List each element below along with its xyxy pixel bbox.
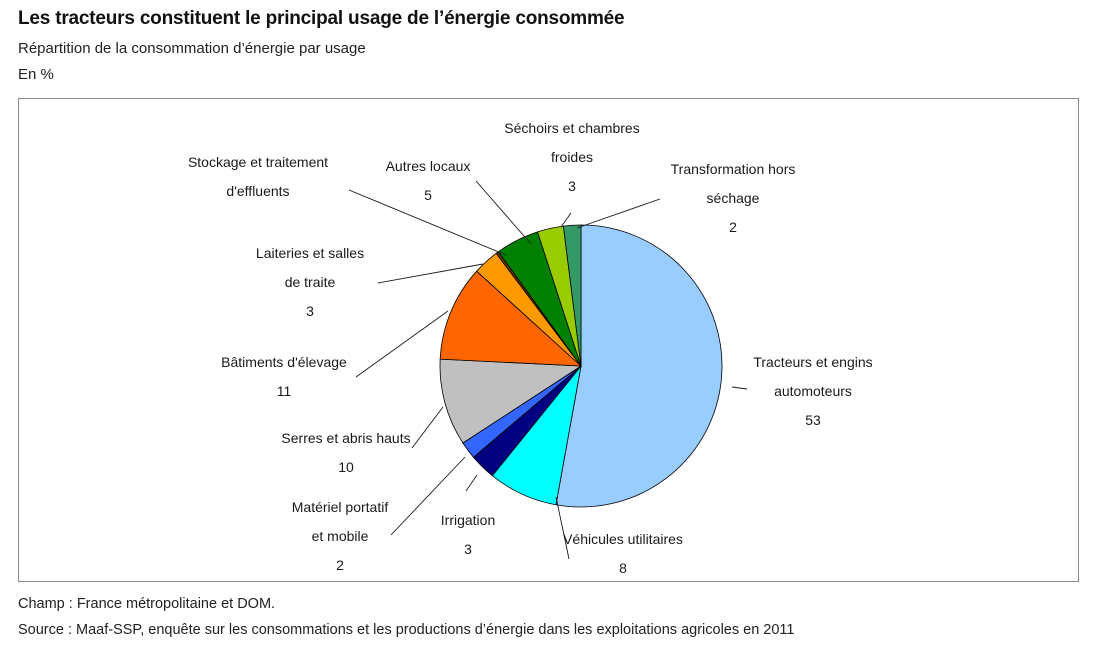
slice-label-10: froides (551, 149, 593, 165)
leader-line-2 (555, 496, 570, 560)
slice-value-4: 2 (336, 557, 344, 573)
leader-lines (348, 180, 748, 560)
leader-line-3 (465, 474, 478, 492)
slice-label-6: Bâtiments d'élevage (221, 354, 347, 370)
scope-note: Champ : France métropolitaine et DOM. (18, 596, 276, 612)
leader-line-5 (411, 406, 444, 449)
leader-line-6 (355, 310, 449, 378)
slice-label-10: Séchoirs et chambres (504, 120, 639, 136)
slice-label-5: Serres et abris hauts (281, 430, 410, 446)
leader-line-7 (377, 263, 484, 284)
pie-slice-6 (439, 270, 583, 367)
leader-line-1 (731, 386, 748, 390)
pie-slice-11 (562, 224, 582, 367)
pie-slice-5 (439, 358, 583, 444)
chart-subtitle: Répartition de la consommation d’énergie… (18, 40, 366, 57)
leader-line-4 (390, 456, 466, 536)
chart-title: Les tracteurs constituent le principal u… (18, 8, 625, 29)
leader-line-9 (475, 180, 532, 245)
slice-label-1: Tracteurs et engins (753, 354, 872, 370)
slice-label-2: Véhicules utilitaires (563, 531, 683, 547)
slice-label-1: automoteurs (774, 383, 852, 399)
chart-frame: Tracteurs et engins automoteurs 53 Véhicule… (18, 98, 1079, 582)
leader-line-11 (576, 198, 661, 229)
leader-line-10 (560, 212, 572, 228)
slice-label-4: Matériel portatif (292, 499, 389, 515)
slice-label-7: de traite (285, 274, 336, 290)
slice-labels: Tracteurs et enginsautomoteurs53Véhicule… (188, 120, 873, 576)
slice-label-9: Autres locaux (386, 158, 471, 174)
leader-line-8 (348, 189, 507, 256)
unit-label: En % (18, 66, 54, 83)
slice-label-7: Laiteries et salles (256, 245, 364, 261)
slice-label-8: Stockage et traitement (188, 154, 328, 170)
slice-label-11: séchage (707, 190, 760, 206)
slice-value-1: 53 (805, 412, 821, 428)
pie-slice-1 (555, 224, 723, 508)
pie-slices (439, 224, 723, 508)
slice-label-8: d'effluents (226, 183, 289, 199)
pie-chart: Tracteurs et enginsautomoteurs53Véhicule… (188, 120, 873, 576)
source-note: Source : Maaf-SSP, enquête sur les conso… (18, 622, 795, 638)
slice-value-2: 8 (619, 560, 627, 576)
slice-value-11: 2 (729, 219, 737, 235)
slice-value-3: 3 (464, 541, 472, 557)
slice-value-6: 11 (277, 383, 292, 399)
slice-label-3: Irrigation (441, 512, 495, 528)
slice-value-5: 10 (338, 459, 354, 475)
slice-value-10: 3 (568, 178, 576, 194)
slice-value-7: 3 (306, 303, 314, 319)
slice-label-11: Transformation hors (671, 161, 796, 177)
slice-value-9: 5 (424, 187, 432, 203)
slice-label-4: et mobile (312, 528, 369, 544)
